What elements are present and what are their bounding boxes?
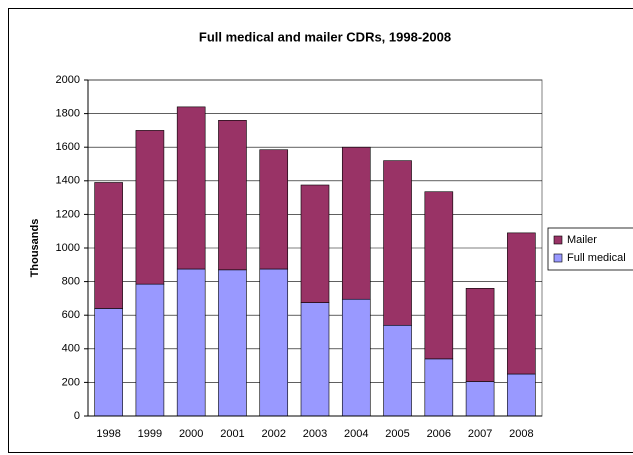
x-tick-label: 1998: [96, 428, 120, 440]
legend-swatch: [553, 235, 563, 245]
bar-segment: [259, 149, 289, 270]
y-tick-label: 1400: [56, 175, 80, 187]
bar-segment: [300, 302, 330, 417]
bar-segment: [218, 269, 247, 417]
bar-segment: [94, 182, 123, 309]
bar-segment: [383, 160, 412, 326]
y-tick-label: 1200: [56, 208, 80, 220]
x-tick-label: 2001: [220, 428, 244, 440]
x-tick-label: 2008: [509, 428, 533, 440]
bar-segment: [383, 324, 412, 417]
bar-segment: [424, 191, 454, 360]
bar-segment: [259, 268, 289, 417]
bar-segment: [507, 373, 536, 417]
y-tick-label: 200: [62, 376, 80, 388]
bar-segment: [507, 232, 536, 375]
bar-segment: [135, 283, 165, 417]
x-tick-label: 2003: [303, 428, 327, 440]
y-tick-label: 1600: [56, 141, 80, 153]
y-tick-label: 1800: [56, 108, 80, 120]
y-axis-title: Thousands: [29, 219, 41, 278]
bar-segment: [465, 288, 495, 382]
chart-title: Full medical and mailer CDRs, 1998-2008: [199, 29, 451, 44]
bar-segment: [218, 120, 247, 271]
legend-box: [547, 227, 633, 271]
x-tick-label: 2005: [385, 428, 409, 440]
bar-segment: [94, 308, 123, 417]
y-tick-label: 600: [62, 309, 80, 321]
bar-segment: [176, 268, 206, 417]
y-tick-label: 400: [62, 343, 80, 355]
bar-segment: [341, 146, 371, 300]
y-tick-label: 0: [74, 410, 80, 422]
x-tick-label: 1999: [138, 428, 162, 440]
bar-segment: [341, 298, 371, 417]
y-tick-label: 2000: [56, 74, 80, 86]
legend-label: Full medical: [567, 252, 626, 264]
bar-segment: [465, 381, 495, 417]
legend-label: Mailer: [567, 234, 597, 246]
x-tick-label: 2000: [179, 428, 203, 440]
legend-swatch: [553, 253, 563, 263]
x-tick-label: 2007: [468, 428, 492, 440]
x-tick-label: 2004: [344, 428, 368, 440]
bar-segment: [300, 184, 330, 303]
y-tick-label: 800: [62, 276, 80, 288]
y-tick-label: 1000: [56, 242, 80, 254]
x-tick-label: 2002: [261, 428, 285, 440]
x-tick-label: 2006: [427, 428, 451, 440]
bar-segment: [176, 106, 206, 270]
bar-segment: [135, 130, 165, 285]
bar-segment: [424, 358, 454, 417]
